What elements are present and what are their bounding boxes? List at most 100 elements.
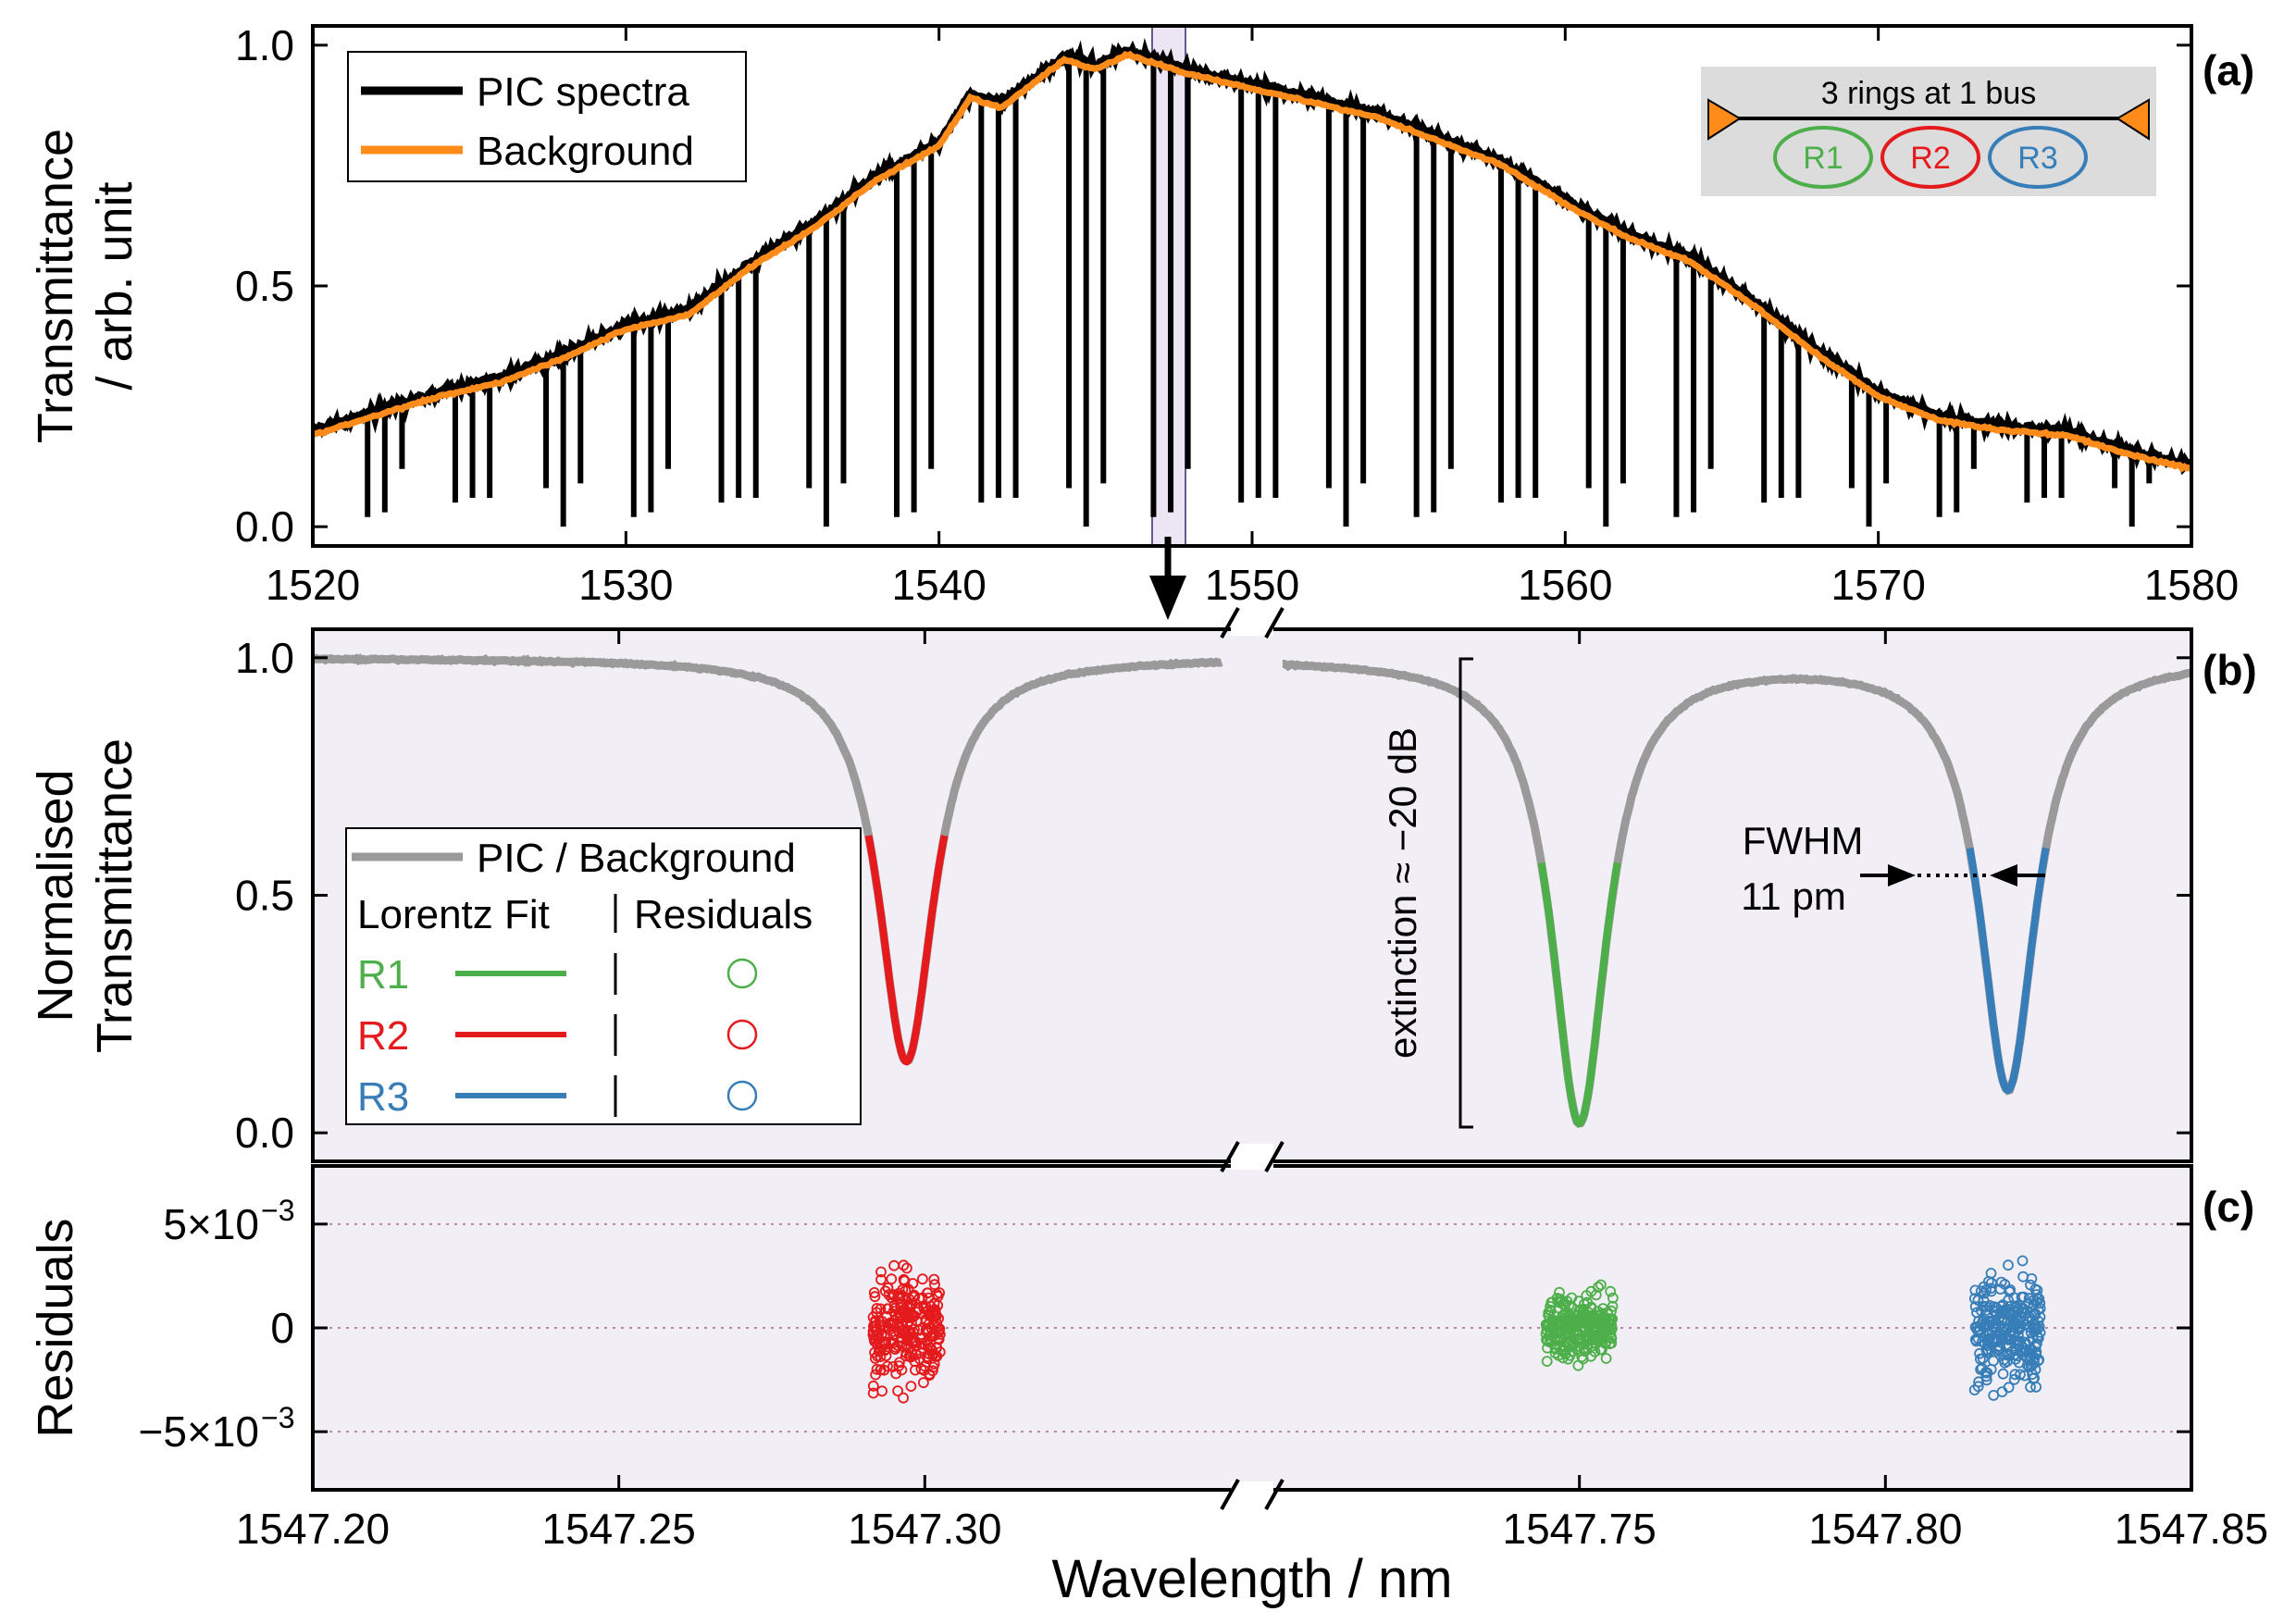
fwhm-label-2: 11 pm	[1741, 874, 1846, 918]
residual-point-R1	[1599, 1333, 1610, 1345]
residual-point-R3	[2029, 1352, 2041, 1364]
residual-point-R1	[1558, 1345, 1570, 1356]
residual-point-R2	[882, 1283, 894, 1294]
panel-c-xtick-label: 1547.20	[236, 1505, 390, 1553]
residual-point-R3	[2004, 1330, 2017, 1341]
residual-point-R3	[2017, 1271, 2029, 1283]
residual-point-R3	[1985, 1345, 1997, 1356]
ring-inset: 3 rings at 1 bus R1 R2 R3	[1701, 67, 2156, 196]
zoom-arrow-icon	[1149, 576, 1186, 620]
residual-point-R2	[867, 1380, 879, 1392]
residual-point-R3	[1971, 1324, 1983, 1336]
residual-point-R1	[1545, 1324, 1556, 1336]
residual-point-R2	[925, 1343, 937, 1354]
residual-point-R1	[1576, 1351, 1588, 1363]
residual-point-R3	[1980, 1374, 1992, 1386]
residual-point-R2	[921, 1316, 932, 1327]
residual-point-R1	[1545, 1330, 1556, 1341]
residual-point-R2	[911, 1349, 922, 1360]
residual-point-R3	[2032, 1304, 2044, 1316]
residual-point-R2	[927, 1365, 938, 1377]
residual-point-R2	[880, 1344, 892, 1355]
residual-point-R3	[2013, 1337, 2025, 1349]
panel-a-legend: PIC spectra Background	[347, 51, 747, 182]
lorentz-fit-R3	[1966, 847, 2050, 1095]
residual-point-R3	[2025, 1279, 2036, 1291]
residual-point-R3	[2003, 1259, 2014, 1271]
fwhm-arrow-left-icon	[1990, 864, 2017, 886]
panel-b-ytick-label: 1.0	[235, 634, 294, 682]
residual-point-R1	[1577, 1353, 1589, 1365]
residual-point-R3	[1995, 1300, 2007, 1312]
residual-point-R2	[879, 1337, 891, 1349]
axis-break-gap	[1231, 1144, 1273, 1170]
residual-point-R2	[906, 1299, 918, 1310]
panel-a-xtick-label: 1540	[891, 561, 986, 609]
residual-point-R3	[2008, 1316, 2020, 1328]
residual-point-R2	[932, 1321, 944, 1333]
ring-R2-icon	[1880, 126, 1980, 189]
x-axis-label: Wavelength / nm	[1051, 1549, 1452, 1609]
residual-point-R2	[878, 1336, 890, 1348]
residual-point-R2	[916, 1292, 928, 1304]
panel-a-xtick-label: 1520	[266, 561, 360, 609]
legend-col2: Residuals	[634, 892, 813, 937]
residual-point-R2	[867, 1387, 879, 1399]
residual-point-R2	[888, 1259, 900, 1271]
residual-point-R2	[902, 1311, 914, 1322]
residual-point-R2	[924, 1348, 936, 1360]
panel-a-xtick-label: 1570	[1831, 561, 1925, 609]
residual-point-R2	[886, 1273, 898, 1285]
residual-point-R2	[893, 1290, 905, 1302]
panel-a-ytick-label: 0.0	[235, 502, 294, 551]
panel-a-ylabel-2: / arb. unit	[87, 181, 143, 390]
residual-point-R2	[875, 1266, 887, 1278]
panel-a-ytick-label: 0.5	[235, 262, 294, 310]
axis-break-slash	[1220, 607, 1240, 638]
residual-point-R2	[899, 1275, 911, 1287]
residual-point-R2	[887, 1330, 900, 1341]
axis-break-gap	[1231, 1481, 1273, 1507]
residual-point-R1	[1582, 1296, 1594, 1308]
axis-break-slash	[1264, 607, 1285, 638]
residual-point-R1	[1596, 1344, 1607, 1356]
residual-point-R2	[895, 1298, 906, 1310]
residual-point-R3	[2013, 1357, 2025, 1369]
residual-point-R3	[2032, 1322, 2044, 1334]
residual-point-R1	[1586, 1323, 1598, 1334]
residual-point-R3	[2004, 1316, 2017, 1328]
residual-point-R1	[1570, 1320, 1582, 1333]
panel-c-ytick-exponent: −3	[261, 1401, 294, 1434]
fwhm-annotation: FWHM 11 pm	[1741, 819, 2045, 918]
residual-point-R3	[1973, 1376, 1985, 1388]
residual-point-R2	[901, 1262, 912, 1274]
residual-point-R2	[882, 1303, 893, 1315]
residual-point-R2	[924, 1369, 936, 1380]
residual-point-R3	[1980, 1284, 1992, 1296]
extinction-label: extinction ≈ −20 dB	[1381, 727, 1424, 1059]
residual-point-R3	[2014, 1369, 2026, 1381]
residual-point-R1	[1564, 1349, 1576, 1361]
residual-point-R1	[1553, 1319, 1565, 1331]
legend-background-label: Background	[477, 129, 694, 174]
residual-point-R2	[874, 1337, 886, 1349]
panel-b: 0.0 0.5 1.0 Normalised Transmittance (b) e…	[28, 627, 2257, 1163]
residual-point-R2	[932, 1333, 944, 1345]
residual-point-R3	[1997, 1326, 2009, 1338]
residual-point-R3	[1972, 1295, 1984, 1306]
residual-point-R1	[1599, 1314, 1611, 1326]
residual-point-R2	[874, 1316, 886, 1327]
residual-point-R1	[1579, 1345, 1591, 1357]
residual-point-R2	[928, 1273, 940, 1285]
panel-a-ytick-label: 1.0	[235, 21, 294, 69]
residual-point-R1	[1589, 1316, 1600, 1327]
residual-point-R2	[892, 1385, 903, 1396]
residual-point-R3	[1971, 1321, 1983, 1333]
legend-R3-label: R3	[357, 1074, 409, 1120]
axis-break-slash	[1264, 1141, 1285, 1172]
residual-point-R2	[872, 1350, 883, 1362]
residual-point-R2	[886, 1292, 898, 1304]
panel-c-xtick-label: 1547.25	[542, 1505, 696, 1553]
residual-point-R1	[1545, 1305, 1557, 1316]
residual-point-R2	[905, 1351, 916, 1363]
